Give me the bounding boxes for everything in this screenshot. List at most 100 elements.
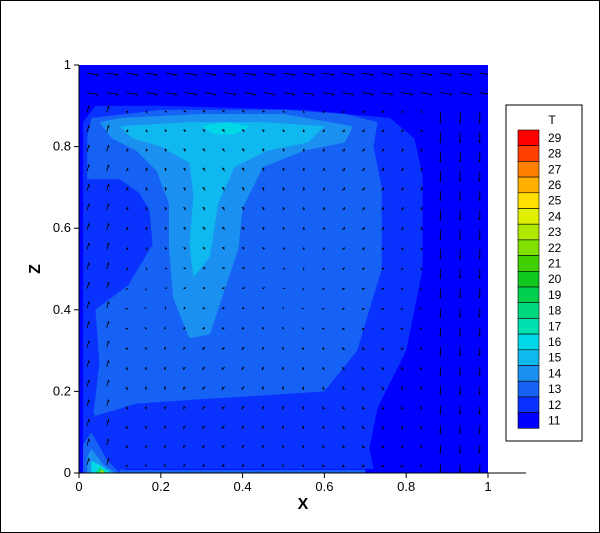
legend-swatch-16 <box>517 333 540 351</box>
legend-label-27: 27 <box>548 162 562 176</box>
velocity-vector-77 <box>145 187 148 191</box>
velocity-vector-301 <box>361 327 365 330</box>
velocity-vector-393 <box>439 171 441 182</box>
velocity-vector-353 <box>400 129 404 133</box>
velocity-vector-198 <box>262 287 265 289</box>
velocity-vector-51 <box>125 288 128 291</box>
velocity-vector-173 <box>241 366 245 371</box>
velocity-vector-440 <box>479 72 488 75</box>
velocity-vector-345 <box>400 288 404 291</box>
velocity-vector-168 <box>241 464 245 467</box>
velocity-vector-389 <box>439 249 441 260</box>
velocity-vector-230 <box>283 72 296 77</box>
velocity-vector-369 <box>420 227 423 230</box>
velocity-vector-145 <box>204 92 217 96</box>
contour-region-16-6 <box>201 122 251 135</box>
velocity-vector-376 <box>420 92 433 96</box>
velocity-vector-56 <box>126 187 129 191</box>
velocity-vector-158 <box>221 247 225 250</box>
velocity-vector-335 <box>381 72 394 77</box>
velocity-vector-319 <box>381 386 385 391</box>
velocity-vector-73 <box>145 267 148 271</box>
velocity-vector-95 <box>164 247 168 250</box>
velocity-vector-102 <box>164 110 168 113</box>
velocity-vector-275 <box>342 425 345 430</box>
velocity-vector-430 <box>478 269 481 279</box>
velocity-vector-138 <box>202 226 206 231</box>
velocity-vector-107 <box>183 425 186 429</box>
legend-label-17: 17 <box>548 319 562 333</box>
velocity-vector-203 <box>262 187 265 191</box>
velocity-vector-418 <box>460 92 472 96</box>
velocity-vector-121 <box>183 148 186 152</box>
velocity-vector-187 <box>244 92 256 96</box>
velocity-vector-125 <box>185 72 197 77</box>
velocity-vector-218 <box>282 306 284 310</box>
velocity-vector-83 <box>146 72 158 77</box>
velocity-vector-181 <box>241 206 245 211</box>
velocity-vector-256 <box>321 386 325 391</box>
velocity-vector-50 <box>125 307 128 310</box>
velocity-vector-166 <box>224 92 237 96</box>
velocity-vector-434 <box>478 190 481 201</box>
velocity-vector-304 <box>361 267 365 271</box>
velocity-vector-243 <box>302 227 305 230</box>
velocity-vector-18 <box>86 105 90 113</box>
velocity-vector-289 <box>342 148 345 152</box>
velocity-vector-189 <box>262 464 265 467</box>
velocity-vector-421 <box>478 445 481 454</box>
velocity-vector-75 <box>145 227 148 230</box>
velocity-vector-229 <box>283 92 296 96</box>
velocity-vector-249 <box>302 110 305 114</box>
velocity-vector-10 <box>86 262 90 270</box>
velocity-vector-81 <box>145 110 148 114</box>
legend-swatch-11 <box>517 412 540 429</box>
velocity-vector-253 <box>321 445 325 449</box>
velocity-vector-142 <box>202 148 206 152</box>
velocity-vector-106 <box>183 445 186 449</box>
velocity-vector-199 <box>262 267 265 270</box>
velocity-vector-381 <box>439 406 441 415</box>
velocity-vector-424 <box>478 386 481 395</box>
velocity-vector-303 <box>361 288 365 291</box>
velocity-vector-201 <box>262 226 265 230</box>
velocity-vector-72 <box>145 288 147 291</box>
velocity-vector-35 <box>106 183 110 191</box>
velocity-vector-363 <box>419 347 423 350</box>
velocity-vector-148 <box>221 445 225 449</box>
velocity-vector-422 <box>478 425 481 434</box>
velocity-vector-432 <box>478 229 481 240</box>
velocity-vector-2 <box>86 419 90 426</box>
velocity-vector-172 <box>241 386 245 390</box>
velocity-vector-114 <box>183 287 187 289</box>
velocity-vector-416 <box>458 131 461 143</box>
velocity-vector-250 <box>303 92 315 96</box>
velocity-vector-26 <box>106 360 110 367</box>
velocity-vector-94 <box>164 267 168 270</box>
legend-swatch-13 <box>517 380 540 398</box>
velocity-vector-163 <box>221 148 225 152</box>
velocity-vector-36 <box>106 164 110 172</box>
velocity-vector-312 <box>361 110 365 114</box>
velocity-vector-128 <box>202 425 206 429</box>
velocity-vector-146 <box>204 72 217 77</box>
velocity-vector-402 <box>458 406 461 415</box>
velocity-vector-11 <box>86 242 90 250</box>
velocity-vector-204 <box>262 167 265 172</box>
contour-region-16-10 <box>91 460 112 473</box>
velocity-vector-361 <box>419 386 423 390</box>
legend-title: T <box>548 113 556 127</box>
velocity-vector-63 <box>144 464 147 467</box>
velocity-vector-208 <box>263 92 276 96</box>
velocity-vector-355 <box>401 92 413 96</box>
velocity-vector-318 <box>381 405 385 410</box>
legend-label-29: 29 <box>548 131 562 145</box>
velocity-vector-135 <box>202 287 206 289</box>
velocity-vector-112 <box>183 326 186 330</box>
velocity-vector-431 <box>478 249 481 260</box>
x-tick-label-2: 0.4 <box>234 479 252 494</box>
velocity-vector-390 <box>439 229 441 240</box>
velocity-vector-111 <box>183 347 186 350</box>
velocity-vector-115 <box>183 267 187 270</box>
